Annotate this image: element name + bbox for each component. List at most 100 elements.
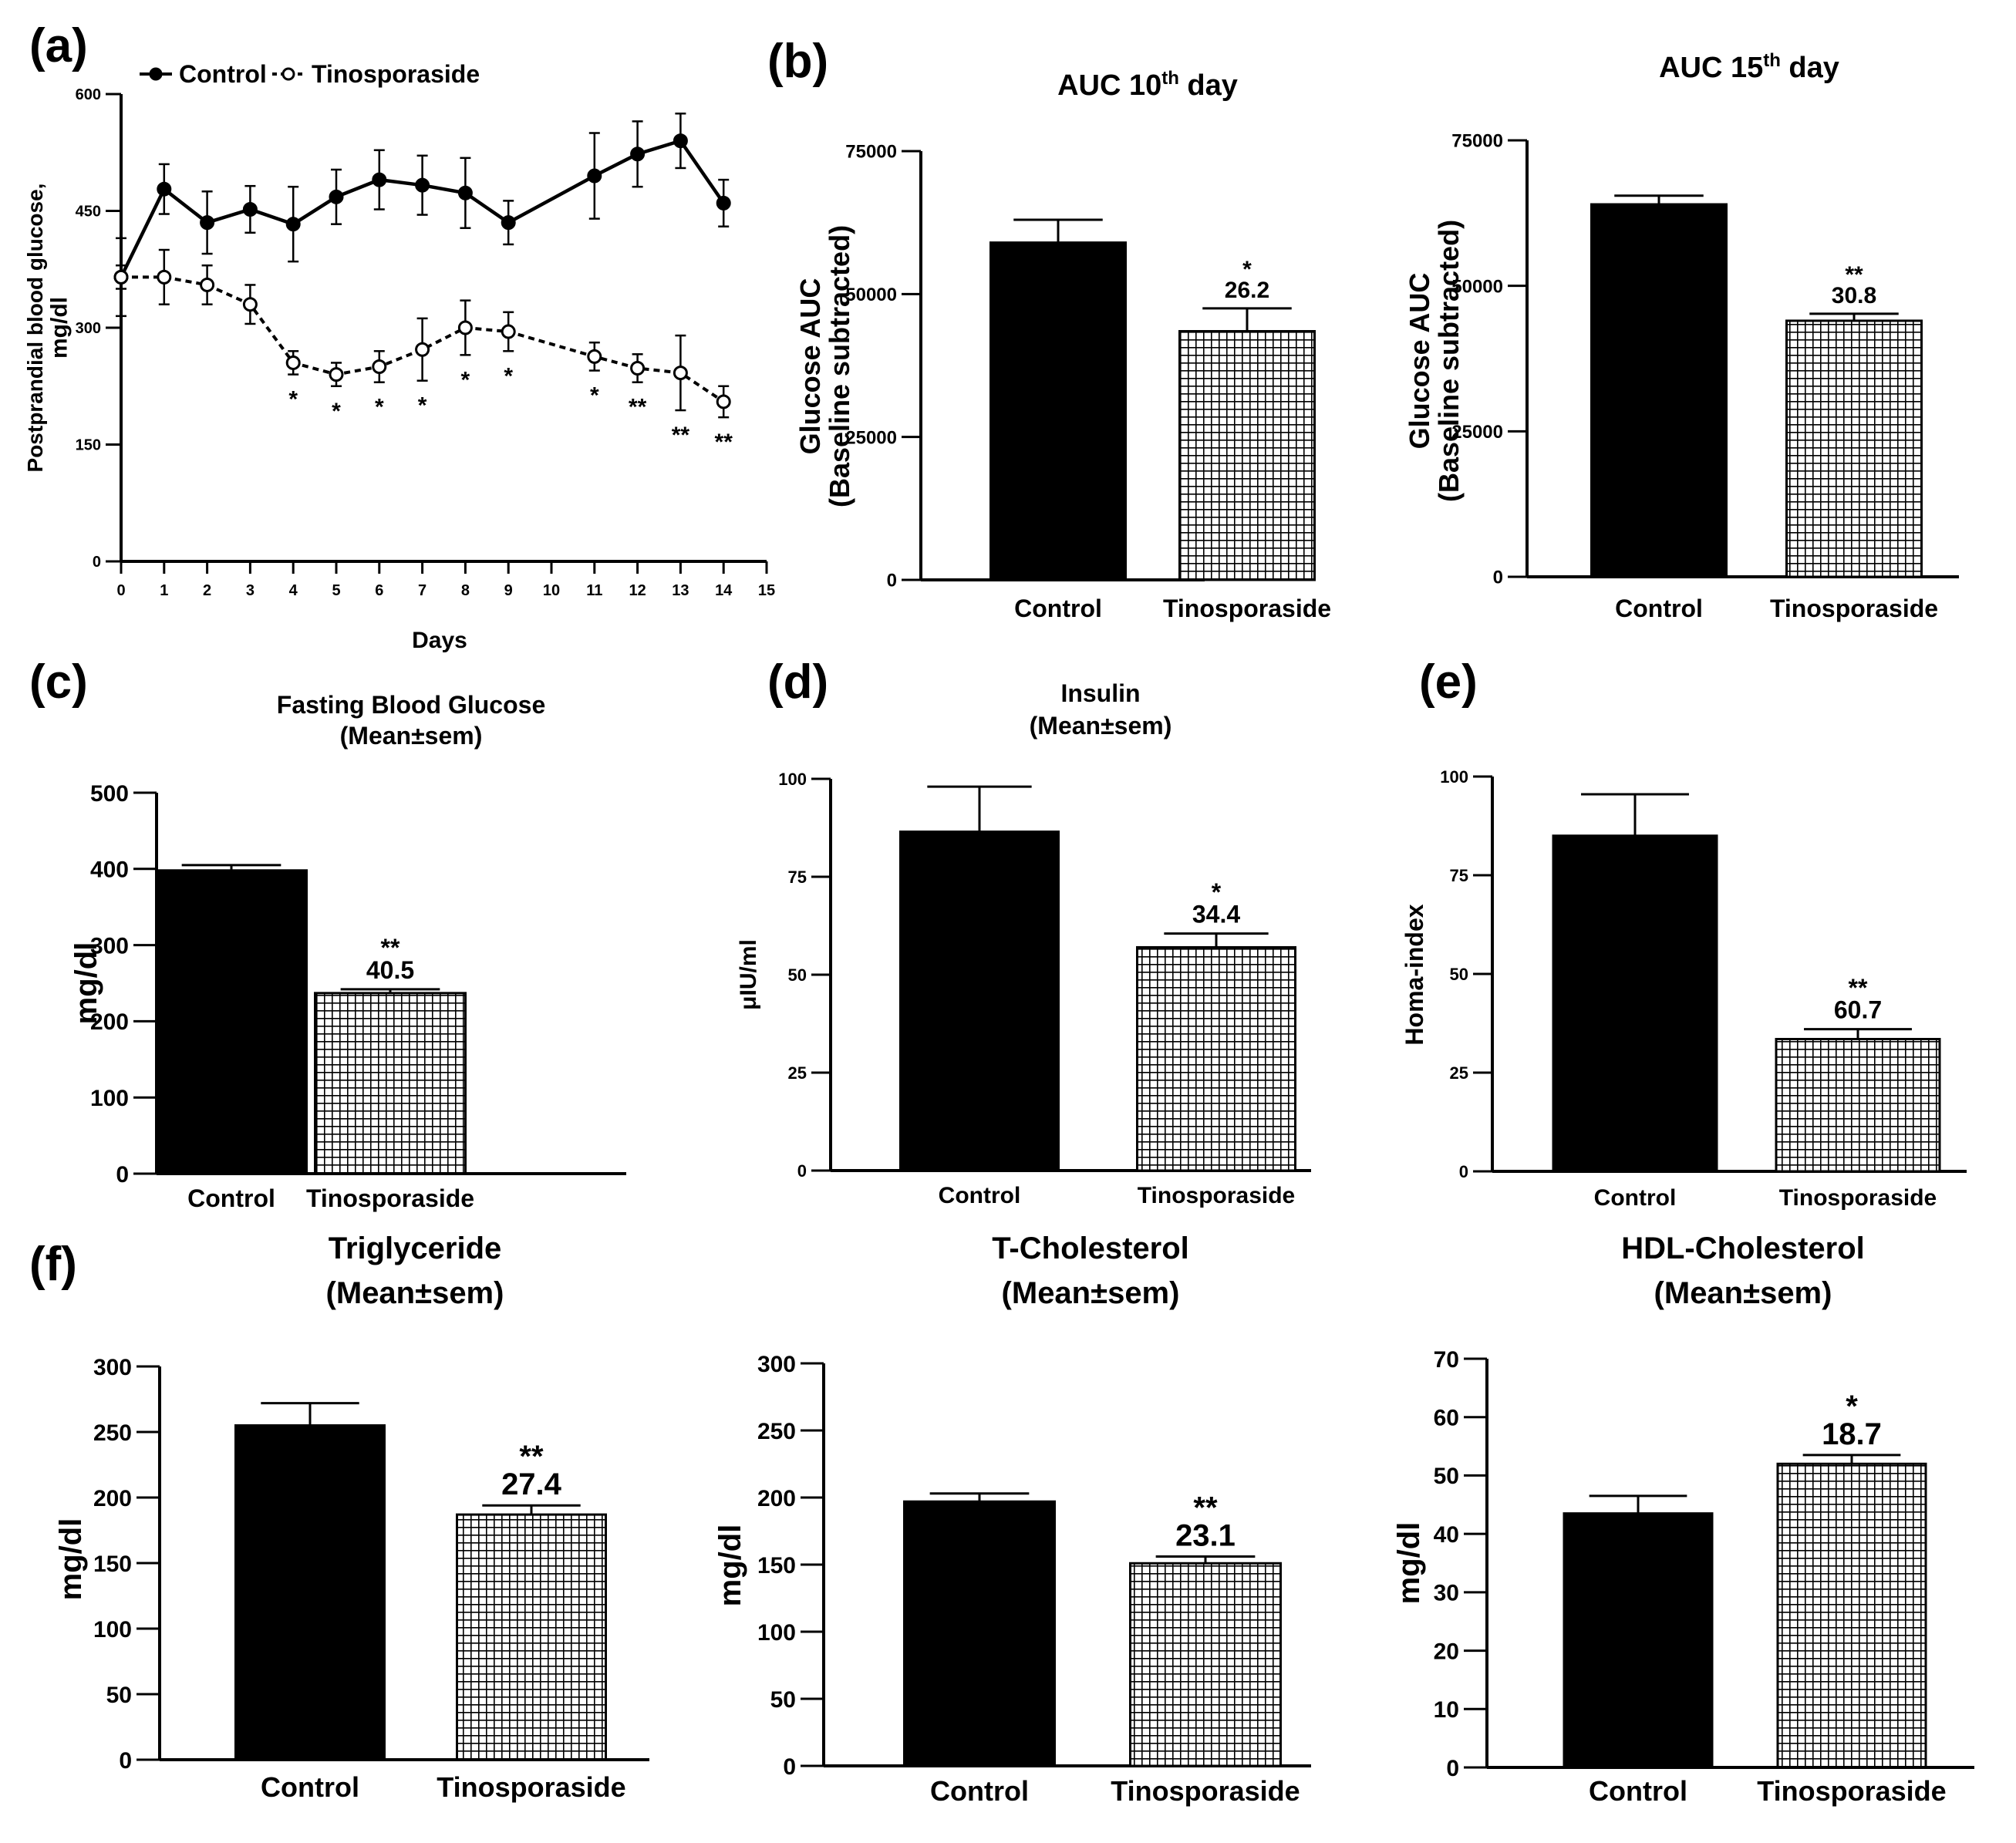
y-tick-label: 50: [1434, 1464, 1459, 1489]
data-point: [372, 172, 387, 187]
percent-change-label: 26.2: [1225, 278, 1269, 303]
y-tick-label: 50: [106, 1683, 132, 1708]
y-tick-label: 250: [757, 1419, 796, 1444]
bar-tinosporaside: [1785, 319, 1923, 578]
chart-title-sup: th: [1763, 50, 1781, 71]
y-tick-label: 300: [76, 320, 101, 337]
y-tick-label: 300: [757, 1352, 796, 1377]
x-tick-label: 7: [418, 582, 426, 599]
y-axis-label-line: Glucose AUC: [1404, 273, 1435, 450]
x-category-label: Tinosporaside: [1163, 595, 1331, 622]
y-axis-label: Postprandial blood glucose,mg/dl: [23, 184, 72, 473]
data-point: [200, 215, 215, 231]
percent-change-label: 60.7: [1834, 996, 1882, 1024]
chart-title-line: (Mean±sem): [1002, 1276, 1180, 1310]
x-tick-label: 13: [672, 582, 689, 599]
y-axis-label-line: Homa-index: [1401, 904, 1428, 1045]
data-point: [415, 342, 430, 357]
y-tick-label: 0: [93, 554, 101, 571]
panel-f1: (f) Triglyceride (Mean±sem) 0 50 100 150 200 250…: [29, 1231, 649, 1803]
data-point: [630, 147, 646, 162]
data-point: [157, 181, 172, 197]
x-category-label: Control: [187, 1184, 275, 1212]
y-tick-label: 10: [1434, 1697, 1459, 1723]
x-tick-label: 1: [160, 582, 168, 599]
y-tick-label: 300: [90, 933, 129, 959]
y-tick-label: 150: [93, 1552, 132, 1577]
y-tick-label: 100: [778, 770, 807, 789]
x-category-label: Tinosporaside: [1757, 1775, 1946, 1807]
y-tick-label: 0: [887, 571, 897, 591]
data-point: [329, 189, 344, 204]
chart-title-line: (Mean±sem): [1030, 712, 1172, 740]
data-point: [587, 168, 602, 184]
x-tick-label: 8: [461, 582, 470, 599]
y-axis-label: mg/dl: [713, 1525, 747, 1607]
y-tick-label: 200: [93, 1486, 132, 1511]
chart-title-line: Insulin: [1060, 679, 1140, 707]
x-tick-label: 15: [758, 582, 775, 599]
y-tick-label: 100: [93, 1617, 132, 1643]
panel-label: (f): [29, 1238, 77, 1291]
chart-title-line: (Mean±sem): [326, 1276, 504, 1310]
x-tick-label: 3: [246, 582, 255, 599]
y-tick-label: 150: [76, 437, 101, 454]
significance-mark: *: [332, 399, 341, 424]
percent-change-label: 18.7: [1822, 1417, 1882, 1451]
significance-mark: **: [519, 1440, 544, 1474]
y-tick-label: 25: [788, 1063, 807, 1083]
y-tick-label: 200: [90, 1009, 129, 1035]
percent-change-label: 27.4: [501, 1467, 562, 1501]
significance-mark: *: [418, 393, 427, 419]
y-axis-label: mg/dl: [69, 942, 103, 1025]
y-tick-label: 500: [90, 781, 129, 807]
x-category-label: Control: [1594, 1185, 1677, 1211]
y-tick-label: 0: [116, 1162, 129, 1188]
panel-label: (d): [767, 655, 828, 709]
panel-label: (c): [29, 655, 88, 709]
x-tick-label: 10: [543, 582, 560, 599]
y-axis-label: Homa-index: [1401, 904, 1428, 1045]
percent-change-label: 40.5: [366, 956, 414, 984]
y-tick-label: 50: [770, 1687, 796, 1713]
y-tick-label: 75000: [1451, 131, 1503, 152]
x-category-label: Control: [1014, 595, 1102, 622]
y-axis-label: Glucose AUC(Baseline subtracted): [1404, 220, 1465, 502]
bar-control: [155, 869, 308, 1175]
y-tick-label: 75: [1450, 866, 1468, 885]
x-tick-label: 11: [586, 582, 602, 599]
bar-tinosporaside: [1136, 945, 1296, 1172]
significance-mark: *: [590, 383, 599, 409]
panel-f2: T-Cholesterol (Mean±sem) 0 50 100 150 200 250 30…: [713, 1231, 1311, 1807]
y-tick-label: 450: [76, 204, 101, 221]
y-tick-label: 70: [1434, 1347, 1459, 1373]
series-line: [121, 275, 725, 403]
panel-f3: HDL-Cholesterol (Mean±sem) 0 10 20 30 40 50 60 70…: [1392, 1231, 1974, 1807]
significance-mark: **: [1849, 974, 1868, 1002]
data-point: [630, 361, 646, 376]
significance-mark: *: [1846, 1390, 1858, 1424]
significance-mark: *: [504, 363, 513, 389]
panel-label: (a): [29, 19, 88, 72]
x-category-label: Tinosporaside: [437, 1771, 625, 1803]
significance-mark: *: [375, 395, 384, 420]
bar-tinosporaside: [1178, 330, 1316, 581]
bar-control: [989, 241, 1127, 581]
y-axis-label-line: μIU/ml: [736, 939, 761, 1010]
legend-label: Tinosporaside: [312, 60, 480, 88]
x-tick-label: 6: [375, 582, 383, 599]
significance-mark: **: [1193, 1491, 1218, 1525]
chart-title: AUC 15th day: [1659, 50, 1839, 84]
y-tick-label: 0: [783, 1754, 796, 1780]
x-category-label: Control: [261, 1771, 359, 1803]
data-point: [673, 366, 688, 381]
data-point: [329, 367, 344, 382]
y-tick-label: 50: [788, 965, 807, 985]
y-axis-label-line: mg/dl: [47, 297, 72, 359]
panel-b1: (b) AUC 10th day 0 25000 50000 75000 Glucose A…: [767, 35, 1331, 622]
y-axis-label: mg/dl: [1392, 1522, 1426, 1605]
y-axis-label: mg/dl: [54, 1518, 88, 1601]
bar-tinosporaside: [1775, 1037, 1941, 1173]
data-point: [457, 320, 473, 335]
significance-mark: *: [1212, 878, 1222, 906]
